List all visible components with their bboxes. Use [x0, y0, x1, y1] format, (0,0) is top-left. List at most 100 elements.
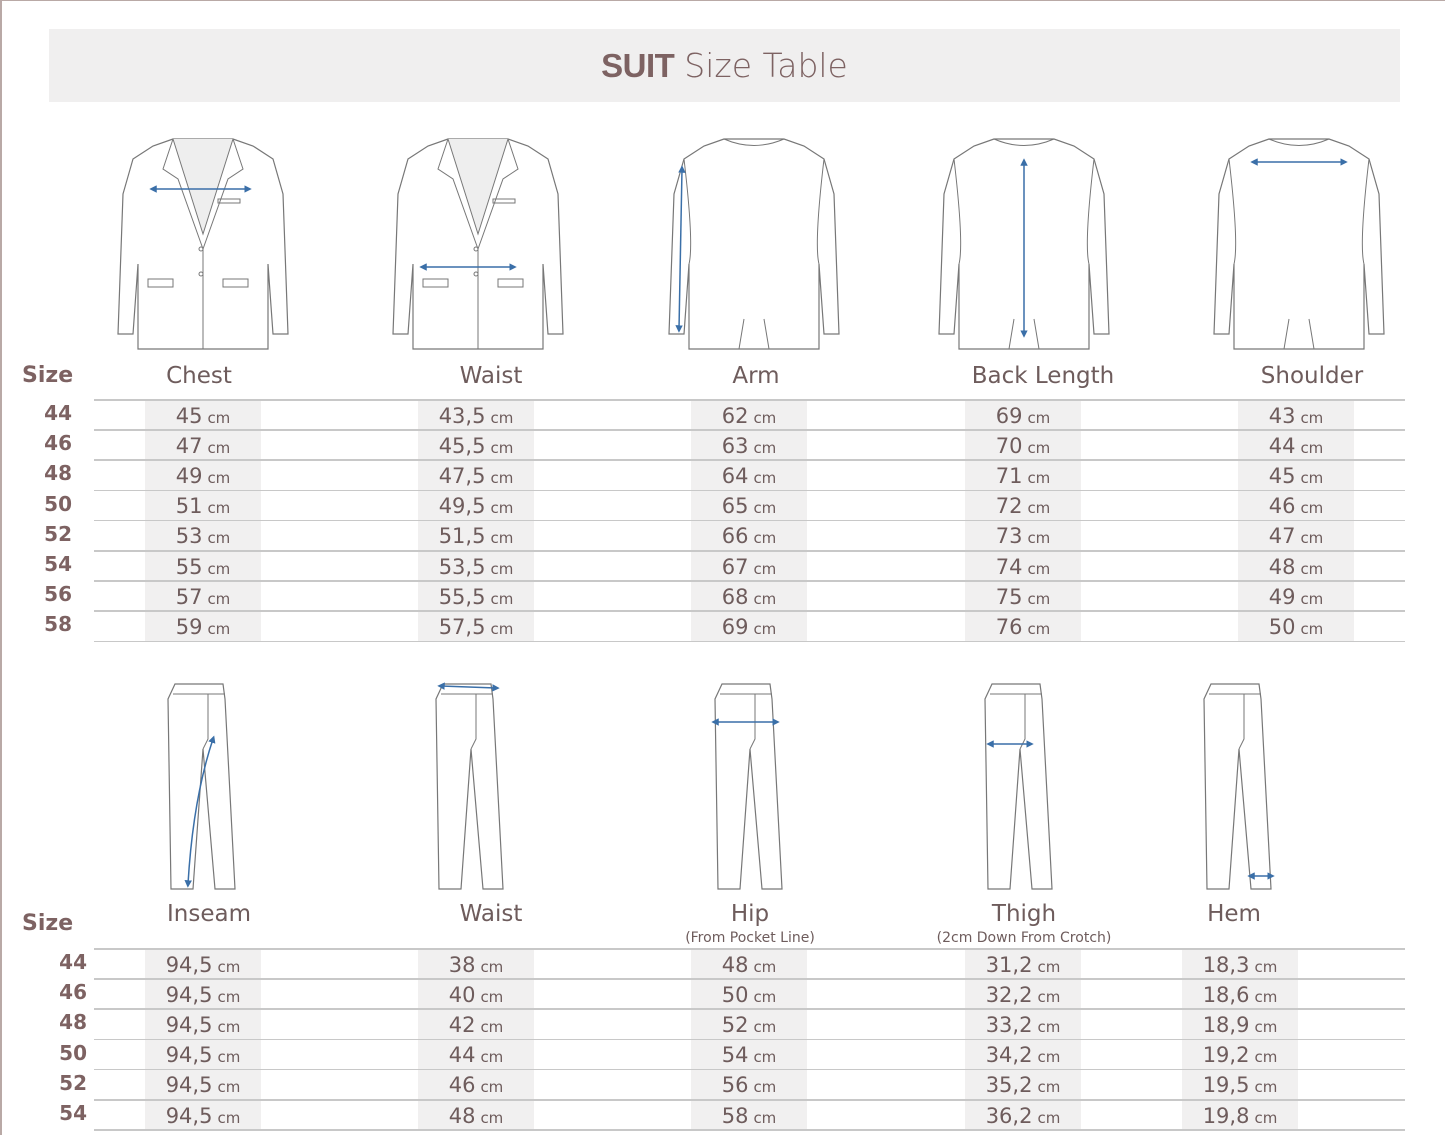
size-label: 56 — [44, 582, 72, 607]
table-cell: 55 cm — [145, 551, 261, 582]
trousers-hip-icon — [711, 683, 783, 890]
size-label: 44 — [44, 401, 72, 425]
table-cell: 59 cm — [145, 611, 261, 642]
cell-unit: cm — [1254, 987, 1278, 1006]
table-cell: 69 cm — [691, 611, 807, 642]
cell-unit: cm — [1037, 1017, 1061, 1036]
table-cell: 18,3 cm — [1182, 949, 1298, 980]
cell-value: 94,5 — [165, 982, 213, 1007]
table-cell: 34,2 cm — [965, 1040, 1081, 1071]
cell-unit: cm — [207, 529, 231, 548]
table-cell: 45 cm — [1238, 460, 1354, 491]
cell-unit: cm — [1027, 438, 1051, 457]
cell-value: 72 — [995, 494, 1023, 519]
cell-value: 32,2 — [985, 982, 1033, 1007]
cell-unit: cm — [753, 1048, 777, 1067]
column-header-waist: Waist — [459, 901, 523, 927]
cell-unit: cm — [1300, 408, 1324, 427]
cell-value: 50 — [721, 982, 749, 1007]
cell-value: 66 — [721, 524, 749, 549]
cell-value: 57,5 — [438, 614, 486, 639]
cell-value: 44 — [448, 1043, 476, 1068]
table-cell: 71 cm — [965, 460, 1081, 491]
cell-unit: cm — [1027, 408, 1051, 427]
table-cell: 68 cm — [691, 581, 807, 612]
table-cell: 38 cm — [418, 949, 534, 980]
cell-unit: cm — [207, 408, 231, 427]
size-header: Size — [22, 363, 74, 388]
size-label: 48 — [59, 1010, 87, 1035]
column-header-hem: Hem — [1207, 901, 1261, 927]
size-label: 44 — [59, 950, 87, 974]
cell-unit: cm — [490, 408, 514, 427]
cell-value: 19,8 — [1202, 1103, 1250, 1128]
cell-value: 43 — [1268, 403, 1296, 428]
size-label: 54 — [59, 1101, 87, 1125]
cell-unit: cm — [1027, 529, 1051, 548]
cell-value: 64 — [721, 463, 749, 488]
cell-value: 53 — [175, 524, 203, 549]
row-divider — [94, 399, 1405, 401]
table-cell: 43 cm — [1238, 400, 1354, 431]
cell-unit: cm — [490, 559, 514, 578]
column-header-waist: Waist — [459, 363, 523, 389]
cell-unit: cm — [217, 1108, 241, 1127]
table-cell: 67 cm — [691, 551, 807, 582]
cell-value: 75 — [995, 584, 1023, 609]
page-title: SUIT Size Table — [49, 29, 1400, 102]
jacket-front-waist-icon — [392, 138, 564, 350]
cell-unit: cm — [1037, 987, 1061, 1006]
cell-unit: cm — [1300, 589, 1324, 608]
cell-unit: cm — [1300, 468, 1324, 487]
cell-value: 52 — [721, 1012, 749, 1037]
cell-unit: cm — [753, 987, 777, 1006]
table-cell: 73 cm — [965, 521, 1081, 552]
column-header-thigh: Thigh — [991, 901, 1057, 927]
cell-unit: cm — [217, 1017, 241, 1036]
table-cell: 58 cm — [691, 1100, 807, 1131]
cell-value: 58 — [721, 1103, 749, 1128]
table-cell: 35,2 cm — [965, 1070, 1081, 1101]
table-cell: 55,5 cm — [418, 581, 534, 612]
cell-value: 51 — [175, 494, 203, 519]
cell-unit: cm — [1300, 529, 1324, 548]
cell-unit: cm — [753, 619, 777, 638]
title-rest: Size Table — [684, 46, 848, 85]
cell-unit: cm — [1027, 619, 1051, 638]
cell-unit: cm — [753, 1017, 777, 1036]
table-cell: 56 cm — [691, 1070, 807, 1101]
jacket-back-arm-icon — [668, 138, 840, 350]
cell-unit: cm — [753, 559, 777, 578]
cell-value: 74 — [995, 554, 1023, 579]
cell-value: 70 — [995, 433, 1023, 458]
trousers-waist-icon — [435, 682, 504, 890]
row-divider — [94, 1068, 1405, 1071]
table-cell: 48 cm — [1238, 551, 1354, 582]
table-cell: 94,5 cm — [145, 1040, 261, 1071]
column-header-chest: Chest — [166, 363, 232, 389]
table-cell: 63 cm — [691, 430, 807, 461]
size-label: 58 — [44, 612, 72, 637]
cell-unit: cm — [480, 1108, 504, 1127]
cell-unit: cm — [207, 559, 231, 578]
table-cell: 57 cm — [145, 581, 261, 612]
table-cell: 42 cm — [418, 1009, 534, 1040]
column-subheader: (From Pocket Line) — [685, 930, 815, 946]
cell-value: 45 — [1268, 463, 1296, 488]
cell-value: 73 — [995, 524, 1023, 549]
column-header-hip: Hip — [730, 901, 770, 927]
size-label: 50 — [59, 1040, 87, 1065]
cell-value: 50 — [1268, 614, 1296, 639]
cell-value: 47,5 — [438, 463, 486, 488]
cell-value: 94,5 — [165, 1043, 213, 1068]
table-cell: 94,5 cm — [145, 979, 261, 1010]
cell-value: 68 — [721, 584, 749, 609]
cell-unit: cm — [753, 529, 777, 548]
row-divider — [94, 489, 1405, 492]
table-cell: 50 cm — [1238, 611, 1354, 642]
table-cell: 94,5 cm — [145, 949, 261, 980]
row-divider — [94, 429, 1405, 431]
cell-unit: cm — [1254, 1108, 1278, 1127]
table-cell: 50 cm — [691, 979, 807, 1010]
cell-value: 18,9 — [1202, 1012, 1250, 1037]
